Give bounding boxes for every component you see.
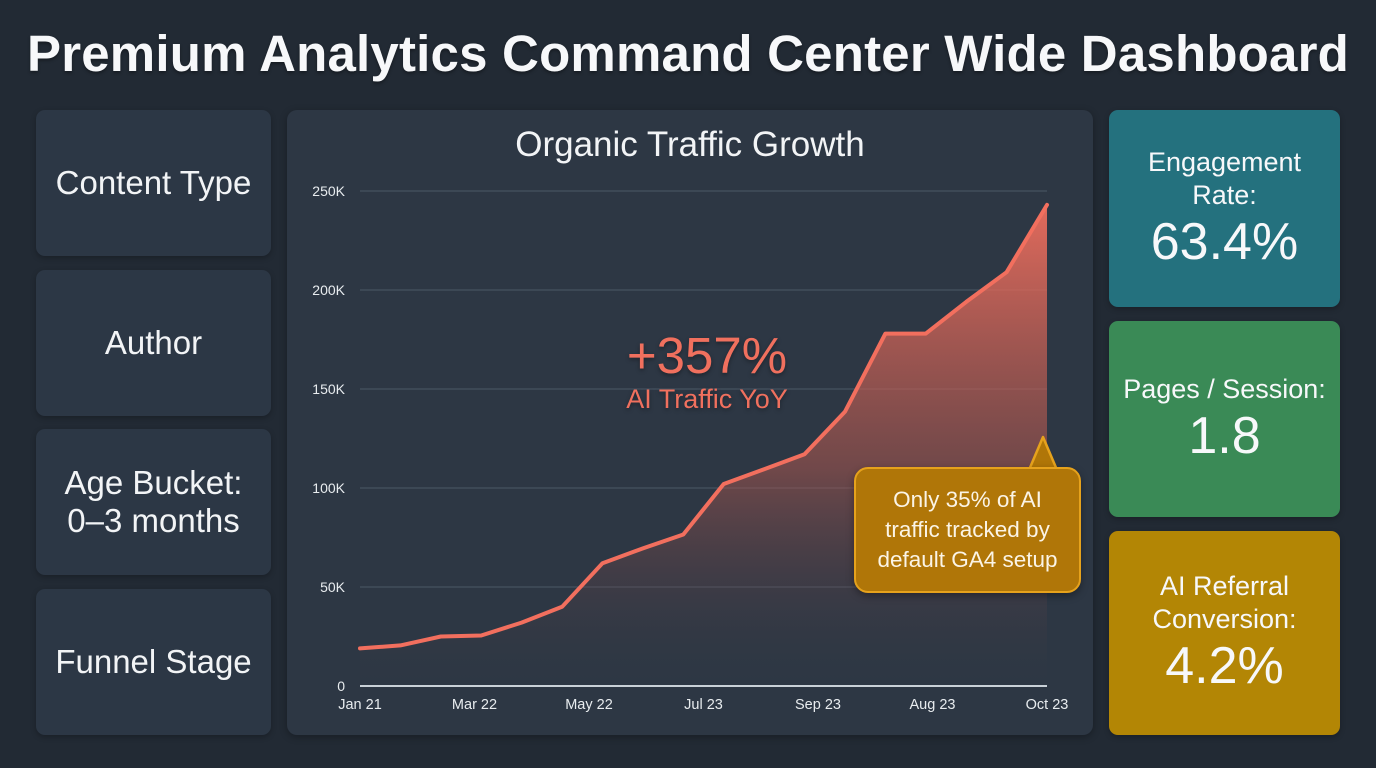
yoy-label: AI Traffic YoY <box>626 384 788 414</box>
y-tick-label: 250K <box>312 183 345 199</box>
kpi-value: 4.2% <box>1165 637 1284 695</box>
callout-line: default GA4 setup <box>877 547 1058 572</box>
callout-line: traffic tracked by <box>885 517 1050 542</box>
kpi-label: Engagement Rate: <box>1148 146 1301 212</box>
kpi-value: 1.8 <box>1188 406 1261 465</box>
page-title: Premium Analytics Command Center Wide Da… <box>26 25 1349 82</box>
x-tick-label: Mar 22 <box>452 697 497 713</box>
filter-label: Age Bucket: <box>64 464 243 501</box>
traffic-chart: 0 50K 100K 150K 200K 250K Jan 21 Mar 22 May 22 Ju… <box>312 183 1069 713</box>
kpi-label: AI Referral Conversion: <box>1152 570 1296 636</box>
kpi-label-line: Engagement <box>1147 146 1302 177</box>
kpi-pages-per-session: Pages / Session: 1.8 <box>1109 321 1340 517</box>
y-tick-label: 50K <box>320 579 346 595</box>
chart-title: Organic Traffic Growth <box>515 125 865 164</box>
kpi-label-line: Rate: <box>1192 179 1257 210</box>
area-fill <box>360 204 1047 686</box>
kpi-label-line: AI Referral <box>1159 571 1290 601</box>
kpi-value: 63.4% <box>1150 212 1299 271</box>
y-tick-label: 200K <box>312 282 345 298</box>
x-tick-label: Sep 23 <box>795 697 841 713</box>
kpi-label: Pages / Session: <box>1123 373 1326 406</box>
tracking-callout: Only 35% of AI traffic tracked by defaul… <box>854 467 1081 593</box>
traffic-line <box>358 202 1049 651</box>
filter-label: Author <box>104 324 203 361</box>
filter-author[interactable]: Author <box>36 270 271 416</box>
x-tick-label: Jan 21 <box>338 697 382 713</box>
traffic-chart-panel: Organic Traffic Growth 0 50K 100K 150K 200K 2… <box>287 110 1093 735</box>
filter-label: Funnel Stage <box>55 643 252 680</box>
yoy-value: +357% <box>626 327 788 384</box>
filter-content-type[interactable]: Content Type <box>36 110 271 256</box>
x-tick-label: May 22 <box>565 697 613 713</box>
yoy-highlight: +357% AI Traffic YoY <box>607 327 807 415</box>
x-tick-label: Jul 23 <box>684 697 723 713</box>
callout-pointer-icon <box>1027 435 1059 470</box>
filter-label: Content Type <box>55 164 252 201</box>
kpi-label-line: Pages / Session: <box>1123 373 1326 404</box>
x-tick-label: Aug 23 <box>910 697 956 713</box>
callout-line: Only 35% of AI <box>893 487 1042 512</box>
x-tick-label: Oct 23 <box>1026 697 1069 713</box>
y-tick-label: 0 <box>337 678 345 694</box>
y-tick-label: 150K <box>312 381 345 397</box>
y-tick-label: 100K <box>312 480 345 496</box>
filter-value: 0–3 months <box>67 502 240 539</box>
kpi-engagement-rate: Engagement Rate: 63.4% <box>1109 110 1340 307</box>
filter-age-bucket[interactable]: Age Bucket: 0–3 months <box>36 429 271 575</box>
filter-funnel-stage[interactable]: Funnel Stage <box>36 589 271 735</box>
kpi-label-line: Conversion: <box>1152 604 1297 634</box>
kpi-ai-referral-conversion: AI Referral Conversion: 4.2% <box>1109 531 1340 735</box>
